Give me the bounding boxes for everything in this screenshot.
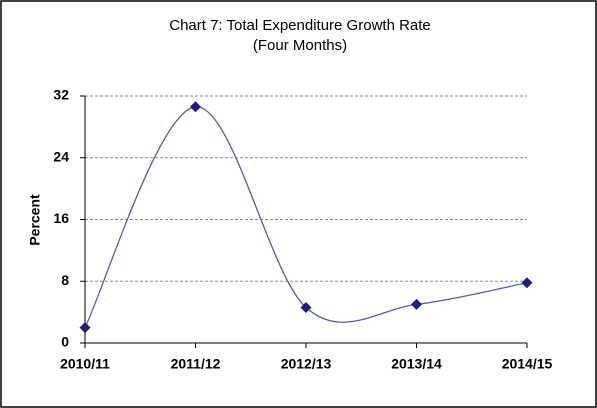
- chart-subtitle: (Four Months): [253, 37, 347, 54]
- x-tick-label: 2011/12: [171, 356, 221, 372]
- y-tick-label: 32: [53, 87, 69, 103]
- chart-title: Chart 7: Total Expenditure Growth Rate: [169, 17, 431, 34]
- x-tick-label: 2013/14: [391, 356, 442, 372]
- marker: [521, 277, 533, 289]
- y-tick-label: 0: [61, 334, 69, 350]
- line: [84, 106, 528, 328]
- marker: [300, 301, 312, 313]
- y-tick-label: 16: [53, 210, 69, 226]
- y-tick-label: 8: [61, 272, 69, 288]
- marker: [79, 322, 91, 334]
- marker: [190, 101, 201, 113]
- x-tick-label: 2012/13: [281, 356, 332, 372]
- x-tick-label: 2010/11: [60, 356, 110, 372]
- y-tick-label: 24: [53, 148, 69, 164]
- y-axis-title: Percent: [27, 194, 43, 246]
- marker: [411, 298, 422, 310]
- x-tick-label: 2014/15: [502, 356, 553, 372]
